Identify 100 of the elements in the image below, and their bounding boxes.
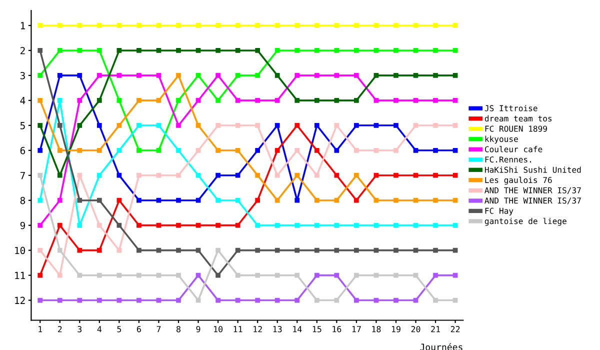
point xyxy=(452,272,458,278)
point xyxy=(294,222,300,228)
point xyxy=(38,122,43,128)
point xyxy=(196,248,201,253)
point xyxy=(294,198,300,203)
point xyxy=(216,122,220,128)
y-tick-label: 10 xyxy=(15,246,26,254)
point xyxy=(334,222,340,228)
point xyxy=(136,198,142,203)
point xyxy=(314,48,320,53)
point xyxy=(433,98,438,103)
point xyxy=(334,198,340,203)
point xyxy=(334,248,340,253)
point xyxy=(176,122,181,128)
y-tick-label: 9 xyxy=(20,222,25,230)
x-tick-label: 2 xyxy=(58,326,62,332)
point xyxy=(334,98,340,103)
point xyxy=(116,198,122,203)
point xyxy=(394,222,398,228)
point xyxy=(176,272,181,278)
x-tick-label: 19 xyxy=(392,326,400,332)
point xyxy=(116,23,122,28)
point xyxy=(294,23,300,28)
point xyxy=(136,73,142,78)
point xyxy=(136,172,142,178)
point xyxy=(314,73,320,78)
point xyxy=(156,98,162,103)
point xyxy=(196,148,201,153)
point xyxy=(452,222,458,228)
point xyxy=(334,73,340,78)
point xyxy=(413,248,418,253)
point xyxy=(255,198,260,203)
point xyxy=(452,148,458,153)
legend-label: AND THE WINNER IS/37 xyxy=(484,187,581,194)
y-tick-label: 5 xyxy=(20,122,25,130)
point xyxy=(176,48,181,53)
point xyxy=(314,148,320,153)
legend-label: AND THE WINNER IS/37 xyxy=(484,198,581,204)
point xyxy=(96,122,102,128)
point xyxy=(354,48,359,53)
point xyxy=(374,172,379,178)
x-tick-label: 22 xyxy=(450,326,460,332)
point xyxy=(136,48,142,53)
point xyxy=(433,298,438,303)
point xyxy=(413,48,418,53)
point xyxy=(413,172,418,178)
point xyxy=(334,272,340,278)
point xyxy=(354,222,359,228)
x-tick-label: 6 xyxy=(136,326,141,332)
point xyxy=(57,23,62,28)
point xyxy=(57,73,62,78)
point xyxy=(96,272,102,278)
point xyxy=(96,148,102,153)
point xyxy=(116,272,122,278)
point xyxy=(136,98,142,103)
point xyxy=(433,73,438,78)
point xyxy=(314,172,320,178)
point xyxy=(196,48,201,53)
point xyxy=(116,248,122,253)
point xyxy=(274,73,280,78)
x-tick-label: 12 xyxy=(254,326,262,332)
point xyxy=(216,198,220,203)
point xyxy=(156,172,162,178)
point xyxy=(235,73,240,78)
point xyxy=(433,272,438,278)
point xyxy=(77,73,82,78)
y-tick-label: 3 xyxy=(20,72,25,80)
point xyxy=(136,148,142,153)
y-tick-label: 12 xyxy=(15,296,25,304)
point xyxy=(196,172,201,178)
point xyxy=(354,248,359,253)
point xyxy=(255,122,260,128)
point xyxy=(255,272,260,278)
point xyxy=(96,298,102,303)
point xyxy=(116,222,122,228)
point xyxy=(274,23,280,28)
legend-label: Les gaulois 76 xyxy=(485,176,552,185)
x-tick-label: 17 xyxy=(352,326,361,332)
point xyxy=(156,248,162,253)
point xyxy=(235,222,240,228)
point xyxy=(38,198,43,203)
point xyxy=(354,23,359,28)
x-tick-label: 5 xyxy=(117,326,122,332)
x-tick-label: 15 xyxy=(312,326,322,332)
point xyxy=(314,222,320,228)
point xyxy=(314,198,320,203)
point xyxy=(413,73,418,78)
point xyxy=(96,222,102,228)
point xyxy=(57,248,62,253)
point xyxy=(136,248,142,253)
point xyxy=(394,48,398,53)
point xyxy=(255,148,260,153)
point xyxy=(216,272,220,278)
point xyxy=(255,298,260,303)
point xyxy=(452,298,458,303)
point xyxy=(314,98,320,103)
x-tick-label: 4 xyxy=(97,326,102,332)
point xyxy=(38,48,43,53)
point xyxy=(38,298,43,303)
point xyxy=(274,148,280,153)
